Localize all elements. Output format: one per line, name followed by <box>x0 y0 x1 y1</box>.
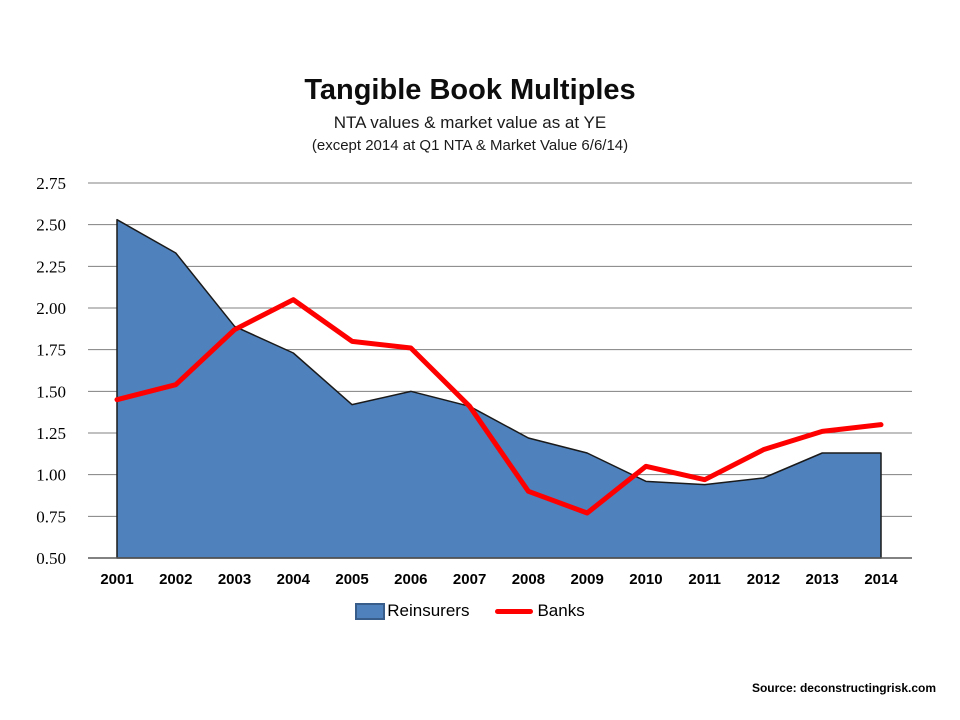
x-axis-tick-label: 2003 <box>218 571 251 588</box>
y-axis-tick-label: 0.75 <box>36 507 66 526</box>
x-axis-tick-label: 2004 <box>277 571 311 588</box>
chart-legend: Reinsurers Banks <box>0 599 940 623</box>
y-axis-tick-label: 0.50 <box>36 549 66 568</box>
chart-subtitle: NTA values & market value as at YE <box>333 113 607 132</box>
x-axis-tick-label: 2007 <box>453 571 486 588</box>
y-axis-tick-label: 1.50 <box>36 382 66 401</box>
legend-label-reinsurers: Reinsurers <box>387 601 470 620</box>
x-axis-tick-label: 2012 <box>747 571 780 588</box>
legend-line-swatch-icon <box>495 608 534 614</box>
x-axis-tick-label: 2001 <box>100 571 133 588</box>
x-axis-tick-label: 2009 <box>570 571 603 588</box>
y-axis-tick-label: 1.00 <box>36 466 66 485</box>
y-axis-tick-label: 2.00 <box>36 299 66 318</box>
x-axis-tick-label: 2013 <box>806 571 839 588</box>
legend-label-banks: Banks <box>537 601 585 620</box>
y-axis-tick-label: 1.75 <box>36 341 66 360</box>
legend-area-swatch-icon <box>355 602 386 620</box>
y-axis-tick-label: 2.75 <box>36 174 66 193</box>
x-axis-tick-label: 2010 <box>629 571 662 588</box>
x-axis-tick-label: 2011 <box>688 571 721 588</box>
x-axis-tick-label: 2014 <box>864 571 898 588</box>
chart-subtitle-note: (except 2014 at Q1 NTA & Market Value 6/… <box>311 137 629 154</box>
line-series-banks <box>114 297 884 516</box>
x-axis-tick-label: 2002 <box>159 571 192 588</box>
y-axis-tick-label: 2.50 <box>36 216 66 235</box>
area-series-reinsurers <box>116 218 882 559</box>
x-axis-tick-label: 2008 <box>512 571 545 588</box>
y-axis-tick-label: 1.25 <box>36 424 66 443</box>
source-credit: Source: deconstructingrisk.com <box>751 681 936 695</box>
x-axis-tick-label: 2006 <box>394 571 427 588</box>
chart-title: Tangible Book Multiples <box>304 74 636 106</box>
y-axis-tick-label: 2.25 <box>36 257 66 276</box>
x-axis-tick-label: 2005 <box>335 571 368 588</box>
